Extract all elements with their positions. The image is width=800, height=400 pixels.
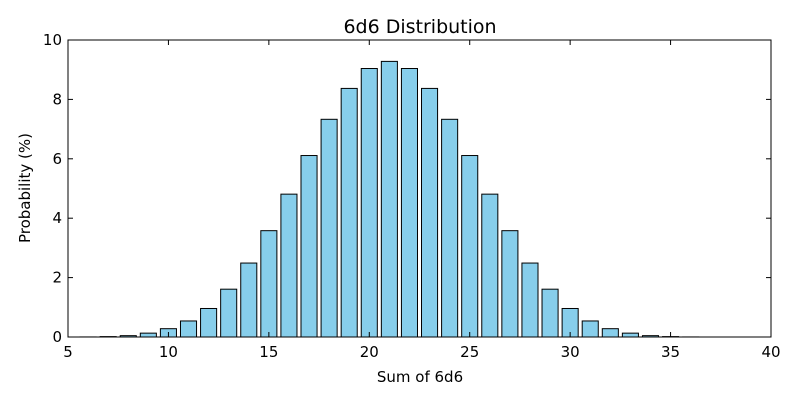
y-tick-label-8: 8 bbox=[52, 90, 62, 108]
x-tick-label-15: 15 bbox=[259, 343, 278, 361]
x-axis-label: Sum of 6d6 bbox=[377, 368, 463, 386]
y-axis-label: Probability (%) bbox=[16, 133, 34, 243]
bar-29 bbox=[541, 288, 559, 338]
x-tick-label-5: 5 bbox=[63, 343, 73, 361]
bar-22 bbox=[400, 68, 418, 338]
bar-26 bbox=[481, 193, 499, 338]
y-tick-label-2: 2 bbox=[52, 269, 62, 287]
bar-27 bbox=[501, 230, 519, 338]
ticks-group: 5 10 15 20 25 30 35 40 0 2 4 6 8 10 bbox=[43, 31, 781, 361]
bar-17 bbox=[300, 155, 318, 338]
bar-24 bbox=[441, 118, 459, 338]
y-tick-label-10: 10 bbox=[43, 31, 62, 49]
chart-title: 6d6 Distribution bbox=[343, 16, 496, 38]
y-tick-label-0: 0 bbox=[52, 328, 62, 346]
bar-13 bbox=[220, 288, 238, 338]
x-tick-label-25: 25 bbox=[460, 343, 479, 361]
x-tick-label-20: 20 bbox=[360, 343, 379, 361]
bar-11 bbox=[179, 320, 198, 338]
x-tick-label-40: 40 bbox=[761, 343, 780, 361]
plot-frame bbox=[67, 39, 772, 338]
x-tick-label-35: 35 bbox=[661, 343, 680, 361]
bar-20 bbox=[360, 68, 378, 338]
y-tick-label-6: 6 bbox=[52, 150, 62, 168]
x-tick-label-30: 30 bbox=[561, 343, 580, 361]
bar-12 bbox=[200, 307, 218, 338]
bar-21 bbox=[380, 60, 398, 338]
bar-23 bbox=[421, 87, 439, 338]
bar-19 bbox=[340, 87, 358, 338]
bar-18 bbox=[320, 118, 338, 338]
bar-15 bbox=[260, 230, 278, 338]
bar-32 bbox=[601, 328, 619, 338]
bars-group bbox=[79, 60, 700, 338]
bar-31 bbox=[581, 320, 599, 338]
bar-33 bbox=[621, 332, 639, 338]
bar-9 bbox=[139, 332, 157, 338]
y-tick-label-4: 4 bbox=[52, 209, 62, 227]
x-tick-label-10: 10 bbox=[159, 343, 178, 361]
bar-14 bbox=[240, 262, 258, 338]
bar-16 bbox=[280, 193, 298, 338]
bar-25 bbox=[461, 155, 479, 338]
bar-28 bbox=[521, 262, 539, 338]
